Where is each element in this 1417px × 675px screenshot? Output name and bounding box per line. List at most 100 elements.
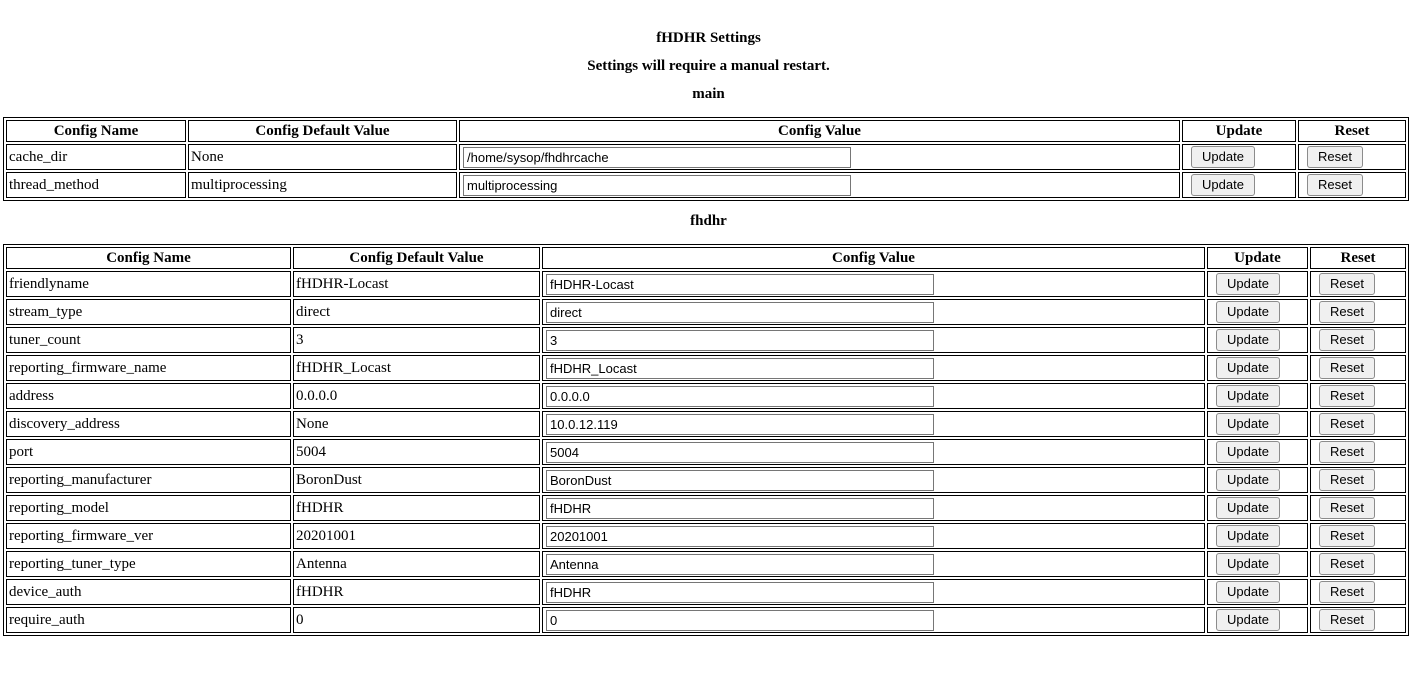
config-value-cell bbox=[542, 271, 1205, 297]
update-cell: Update bbox=[1207, 551, 1308, 577]
config-row: port 5004 Update Reset bbox=[6, 439, 1406, 465]
config-name-cell: reporting_manufacturer bbox=[6, 467, 291, 493]
config-section-fhdhr: fhdhr Config Name Config Default Value C… bbox=[0, 213, 1417, 636]
config-default-value-cell: 0.0.0.0 bbox=[293, 383, 540, 409]
header-row: Config Name Config Default Value Config … bbox=[6, 247, 1406, 269]
reset-button[interactable]: Reset bbox=[1319, 357, 1375, 379]
reset-button[interactable]: Reset bbox=[1319, 581, 1375, 603]
config-value-cell bbox=[542, 495, 1205, 521]
config-value-input[interactable] bbox=[546, 553, 934, 575]
config-row: thread_method multiprocessing Update Res… bbox=[6, 172, 1406, 198]
reset-button[interactable]: Reset bbox=[1319, 497, 1375, 519]
config-value-input[interactable] bbox=[546, 301, 934, 323]
config-value-input[interactable] bbox=[546, 581, 934, 603]
update-button[interactable]: Update bbox=[1216, 273, 1280, 295]
column-header-update: Update bbox=[1182, 120, 1296, 142]
update-button[interactable]: Update bbox=[1216, 581, 1280, 603]
update-button[interactable]: Update bbox=[1216, 469, 1280, 491]
reset-cell: Reset bbox=[1310, 327, 1406, 353]
config-default-value-cell: multiprocessing bbox=[188, 172, 457, 198]
reset-button[interactable]: Reset bbox=[1319, 609, 1375, 631]
reset-cell: Reset bbox=[1310, 607, 1406, 633]
update-button[interactable]: Update bbox=[1216, 329, 1280, 351]
update-button[interactable]: Update bbox=[1216, 385, 1280, 407]
column-header-config-name: Config Name bbox=[6, 247, 291, 269]
reset-cell: Reset bbox=[1310, 355, 1406, 381]
config-row: stream_type direct Update Reset bbox=[6, 299, 1406, 325]
update-cell: Update bbox=[1182, 144, 1296, 170]
reset-button[interactable]: Reset bbox=[1319, 301, 1375, 323]
update-button[interactable]: Update bbox=[1191, 146, 1255, 168]
config-row: device_auth fHDHR Update Reset bbox=[6, 579, 1406, 605]
column-header-reset: Reset bbox=[1310, 247, 1406, 269]
config-name-cell: friendlyname bbox=[6, 271, 291, 297]
reset-button[interactable]: Reset bbox=[1319, 413, 1375, 435]
config-default-value-cell: 3 bbox=[293, 327, 540, 353]
reset-button[interactable]: Reset bbox=[1319, 553, 1375, 575]
reset-button[interactable]: Reset bbox=[1319, 441, 1375, 463]
config-value-input[interactable] bbox=[546, 385, 934, 407]
config-value-cell bbox=[542, 607, 1205, 633]
config-row: reporting_firmware_ver 20201001 Update R… bbox=[6, 523, 1406, 549]
config-name-cell: stream_type bbox=[6, 299, 291, 325]
update-cell: Update bbox=[1207, 523, 1308, 549]
update-cell: Update bbox=[1207, 607, 1308, 633]
update-cell: Update bbox=[1182, 172, 1296, 198]
update-cell: Update bbox=[1207, 467, 1308, 493]
config-name-cell: reporting_model bbox=[6, 495, 291, 521]
config-value-input[interactable] bbox=[463, 146, 851, 168]
update-button[interactable]: Update bbox=[1216, 301, 1280, 323]
reset-cell: Reset bbox=[1310, 579, 1406, 605]
update-button[interactable]: Update bbox=[1216, 413, 1280, 435]
config-default-value-cell: BoronDust bbox=[293, 467, 540, 493]
reset-button[interactable]: Reset bbox=[1319, 329, 1375, 351]
update-cell: Update bbox=[1207, 327, 1308, 353]
update-button[interactable]: Update bbox=[1216, 357, 1280, 379]
update-button[interactable]: Update bbox=[1191, 174, 1255, 196]
column-header-config-name: Config Name bbox=[6, 120, 186, 142]
config-name-cell: port bbox=[6, 439, 291, 465]
update-button[interactable]: Update bbox=[1216, 525, 1280, 547]
config-value-input[interactable] bbox=[546, 329, 934, 351]
update-button[interactable]: Update bbox=[1216, 553, 1280, 575]
config-value-input[interactable] bbox=[546, 525, 934, 547]
config-value-cell bbox=[542, 355, 1205, 381]
config-value-input[interactable] bbox=[546, 273, 934, 295]
config-value-input[interactable] bbox=[546, 413, 934, 435]
config-value-input[interactable] bbox=[463, 174, 851, 196]
reset-cell: Reset bbox=[1298, 172, 1406, 198]
config-name-cell: device_auth bbox=[6, 579, 291, 605]
config-name-cell: reporting_firmware_name bbox=[6, 355, 291, 381]
config-value-cell bbox=[542, 383, 1205, 409]
column-header-config-default-value: Config Default Value bbox=[188, 120, 457, 142]
config-value-input[interactable] bbox=[546, 609, 934, 631]
config-row: tuner_count 3 Update Reset bbox=[6, 327, 1406, 353]
config-default-value-cell: 5004 bbox=[293, 439, 540, 465]
config-value-input[interactable] bbox=[546, 441, 934, 463]
config-default-value-cell: fHDHR_Locast bbox=[293, 355, 540, 381]
update-button[interactable]: Update bbox=[1216, 609, 1280, 631]
reset-button[interactable]: Reset bbox=[1319, 385, 1375, 407]
config-default-value-cell: Antenna bbox=[293, 551, 540, 577]
config-default-value-cell: direct bbox=[293, 299, 540, 325]
reset-button[interactable]: Reset bbox=[1319, 273, 1375, 295]
config-default-value-cell: 20201001 bbox=[293, 523, 540, 549]
reset-button[interactable]: Reset bbox=[1307, 174, 1363, 196]
reset-button[interactable]: Reset bbox=[1307, 146, 1363, 168]
reset-cell: Reset bbox=[1298, 144, 1406, 170]
reset-cell: Reset bbox=[1310, 271, 1406, 297]
reset-button[interactable]: Reset bbox=[1319, 525, 1375, 547]
config-value-input[interactable] bbox=[546, 497, 934, 519]
column-header-config-value: Config Value bbox=[542, 247, 1205, 269]
reset-button[interactable]: Reset bbox=[1319, 469, 1375, 491]
page-subtitle: Settings will require a manual restart. bbox=[587, 58, 830, 74]
settings-page: fHDHR Settings Settings will require a m… bbox=[0, 30, 1417, 636]
config-value-input[interactable] bbox=[546, 357, 934, 379]
config-value-cell bbox=[542, 523, 1205, 549]
config-value-cell bbox=[459, 144, 1180, 170]
config-value-cell bbox=[542, 467, 1205, 493]
update-button[interactable]: Update bbox=[1216, 497, 1280, 519]
config-value-input[interactable] bbox=[546, 469, 934, 491]
update-button[interactable]: Update bbox=[1216, 441, 1280, 463]
config-name-cell: tuner_count bbox=[6, 327, 291, 353]
